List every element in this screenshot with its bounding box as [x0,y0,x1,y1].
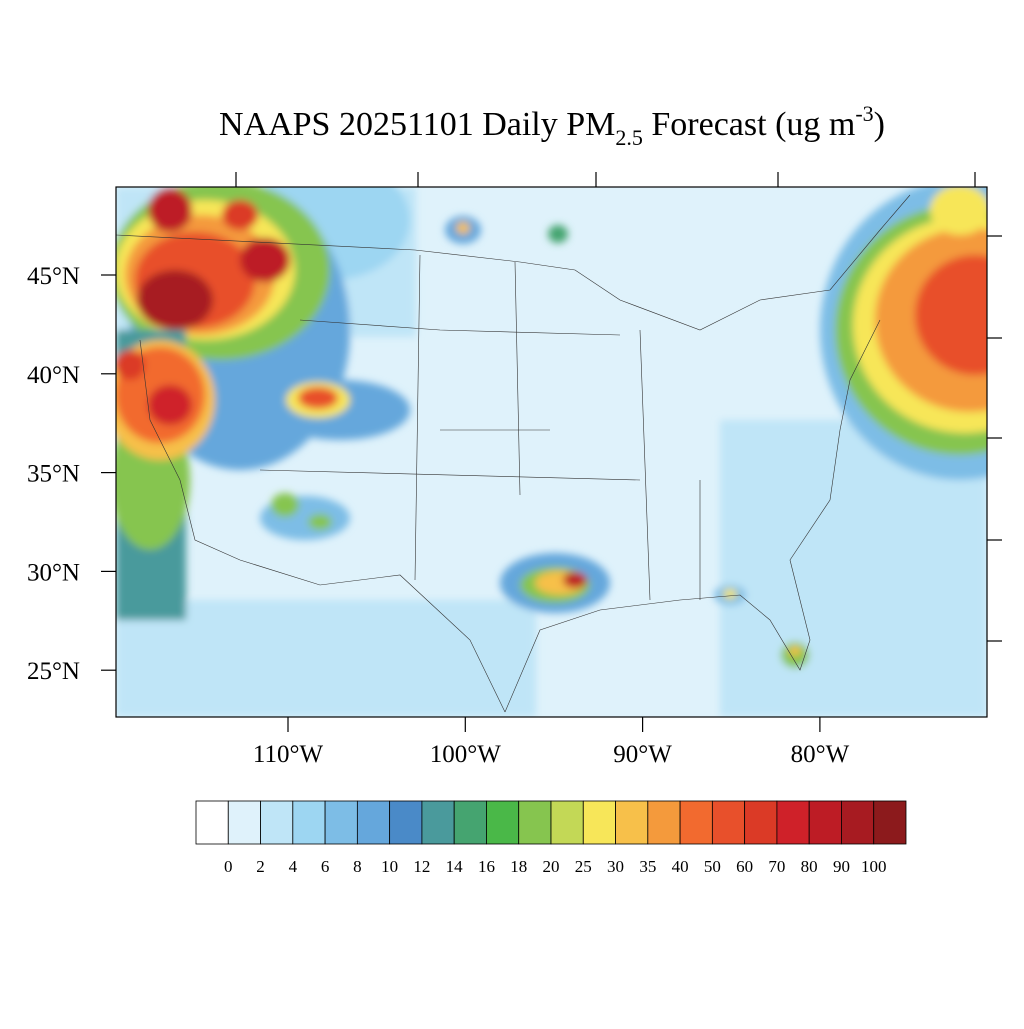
colorbar-label: 35 [639,857,656,876]
colorbar-box [260,800,294,845]
colorbar-label: 18 [510,857,527,876]
colorbar-box [227,800,261,845]
colorbar-box [679,800,713,845]
colorbar-box [744,800,778,845]
colorbar: 0 2 4 6 8 10 12 14 16 18 20 25 30 35 40 50 60 70 80 90 100 [195,800,907,876]
title: NAAPS 20251101 Daily PM2.5 Forecast (ug … [219,101,885,150]
colorbar-box [453,800,487,845]
colorbar-label: 70 [768,857,785,876]
title-main: NAAPS 20251101 Daily PM [219,106,615,143]
lon-label: 110°W [253,741,324,768]
colorbar-label: 100 [861,857,887,876]
lon-label: 80°W [791,741,850,768]
colorbar-label: 4 [289,857,298,876]
colorbar-box [195,800,229,845]
colorbar-label: 6 [321,857,330,876]
map [116,187,987,717]
colorbar-box [647,800,681,845]
colorbar-box [389,800,423,845]
colorbar-label: 25 [575,857,592,876]
colorbar-box [841,800,875,845]
colorbar-label: 60 [736,857,753,876]
colorbar-label: 40 [672,857,689,876]
colorbar-label: 2 [256,857,265,876]
lat-label: 25°N [27,658,80,685]
colorbar-box [550,800,584,845]
title-sup: -3 [855,101,873,126]
frame-ticks [235,172,1002,642]
colorbar-box [711,800,746,845]
colorbar-box [324,800,358,845]
colorbar-label: 8 [353,857,362,876]
lat-label: 45°N [27,263,80,290]
map-labels: 45°N 40°N 35°N 30°N 25°N 110°W 100°W 90°W 80°W [27,263,850,768]
border [116,194,911,331]
colorbar-label: 16 [478,857,495,876]
colorbar-label: 14 [446,857,464,876]
colorbar-label: 20 [543,857,560,876]
colorbar-label: 12 [413,857,430,876]
lon-label: 90°W [613,741,672,768]
colorbar-box [808,800,842,845]
colorbar-label: 30 [607,857,624,876]
colorbar-box [873,800,907,845]
lat-label: 35°N [27,461,80,488]
border [139,339,506,713]
colorbar-box [356,800,391,845]
colorbar-label: 80 [801,857,818,876]
colorbar-box [292,800,326,845]
coast [504,319,881,713]
colorbar-label: 10 [381,857,398,876]
title-sub: 2.5 [615,125,643,150]
colorbar-box [776,800,810,845]
concentration-field [116,187,987,717]
colorbar-label: 90 [833,857,850,876]
lon-label: 100°W [430,741,501,768]
map-frame [115,186,988,718]
colorbar-box [421,800,455,845]
lat-label: 40°N [27,362,80,389]
colorbar-label: 50 [704,857,721,876]
colorbar-label: 0 [224,857,233,876]
lat-label: 30°N [27,559,80,586]
colorbar-box [582,800,616,845]
colorbar-box [615,800,649,845]
state-lines [259,254,701,601]
title-mid: Forecast (ug m [643,106,855,143]
colorbar-box [486,800,520,845]
title-end: ) [874,106,885,143]
colorbar-box [518,800,552,845]
